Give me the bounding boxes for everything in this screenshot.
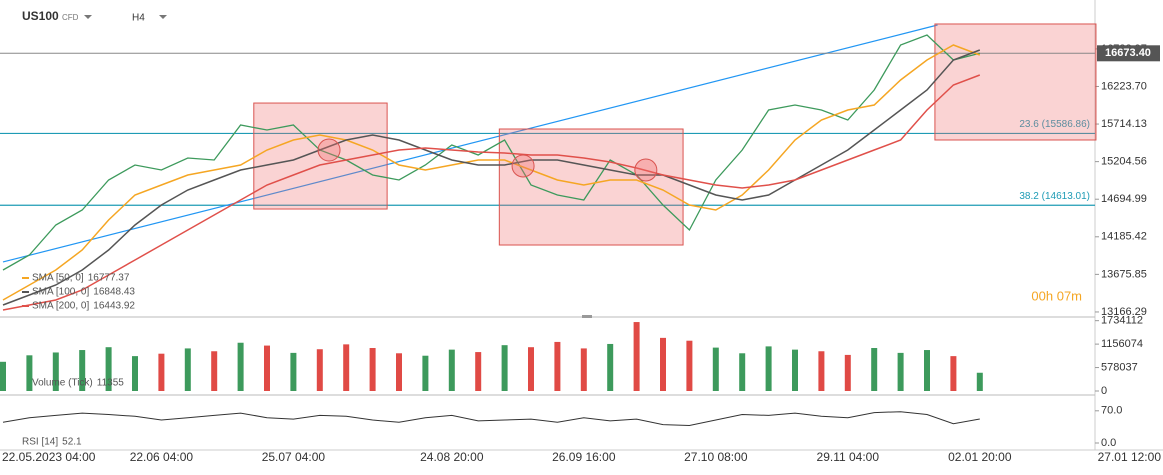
- volume-bar: [580, 348, 587, 391]
- circle-marker: [634, 158, 658, 182]
- y-tick-label: 14185.42: [1101, 231, 1147, 243]
- volume-bar: [633, 322, 640, 391]
- legend-value: 16848.43: [93, 287, 135, 298]
- volume-bar: [132, 356, 138, 391]
- volume-bar: [158, 353, 165, 391]
- y-tick-label: 15204.56: [1101, 156, 1147, 168]
- dropdown-arrow[interactable]: [159, 15, 167, 19]
- volume-bar: [237, 342, 244, 391]
- countdown: 00h 07m: [1031, 288, 1082, 303]
- volume-legend-name: Volume (Tick): [32, 378, 93, 389]
- volume-bar: [0, 361, 6, 391]
- volume-bar: [818, 351, 825, 391]
- current-price-box: [1097, 45, 1160, 62]
- volume-bar: [686, 340, 693, 391]
- volume-bar: [554, 341, 561, 391]
- y-tick-label: 0.0: [1101, 437, 1116, 449]
- volume-bar: [316, 349, 323, 391]
- legend-value: 16443.92: [93, 301, 135, 312]
- trend-line: [2, 24, 938, 263]
- rsi-line: [2, 411, 980, 427]
- legend-name: SMA [50, 0]: [32, 273, 84, 284]
- volume-bar: [897, 352, 904, 391]
- dropdown-arrow[interactable]: [84, 15, 92, 19]
- x-tick-label: 27.10 08:00: [684, 450, 748, 464]
- legend-value: 16777.37: [88, 273, 130, 284]
- volume-bar: [448, 349, 455, 391]
- volume-bar: [52, 352, 59, 391]
- x-tick-label: 02.01 20:00: [948, 450, 1012, 464]
- panel-handle[interactable]: [582, 315, 592, 318]
- volume-bar: [475, 352, 482, 391]
- x-tick-label: 22.06 04:00: [130, 450, 194, 464]
- volume-bar: [528, 347, 534, 391]
- volume-bar: [765, 346, 772, 391]
- volume-bar: [264, 345, 270, 391]
- x-tick-label: 27.01 12:00: [1098, 450, 1162, 464]
- volume-bar: [369, 348, 376, 391]
- rsi-legend-value: 52.1: [62, 437, 82, 448]
- volume-bar: [871, 348, 878, 391]
- volume-bar: [739, 353, 746, 391]
- y-tick-label: 1156074: [1101, 338, 1143, 350]
- x-tick-label: 25.07 04:00: [262, 450, 326, 464]
- fib-label: 38.2 (14613.01): [1019, 191, 1090, 202]
- volume-legend-value: 11355: [97, 378, 125, 389]
- rsi-legend-name: RSI [14]: [22, 437, 58, 448]
- volume-bar: [79, 350, 86, 391]
- legend-name: SMA [200, 0]: [32, 301, 89, 312]
- current-price-label: 16673.40: [1105, 47, 1151, 59]
- circle-marker: [317, 138, 341, 162]
- volume-bar: [396, 353, 402, 391]
- volume-bar: [607, 343, 614, 391]
- volume-bar: [26, 355, 33, 391]
- volume-bar: [184, 348, 191, 391]
- volume-bar: [792, 349, 798, 391]
- zone: [934, 23, 1097, 141]
- volume-bar: [976, 372, 983, 391]
- volume-bar: [290, 352, 297, 391]
- y-tick-label: 13166.29: [1101, 306, 1147, 318]
- y-tick-label: 1734112: [1101, 315, 1143, 327]
- volume-bar: [211, 351, 218, 391]
- fib-label: 23.6 (15586.86): [1019, 119, 1090, 130]
- price-line: [2, 34, 980, 271]
- volume-bar: [712, 347, 719, 391]
- y-tick-label: 70.0: [1101, 405, 1122, 417]
- x-tick-label: 22.05.2023 04:00: [2, 450, 96, 464]
- y-tick-label: 13675.85: [1101, 268, 1147, 280]
- y-tick-label: 578037: [1101, 361, 1138, 373]
- volume-bar: [950, 356, 957, 391]
- volume-bar: [844, 354, 851, 391]
- volume-bar: [501, 345, 508, 391]
- y-tick-label: 15714.13: [1101, 118, 1147, 130]
- volume-bar: [660, 337, 666, 391]
- x-tick-label: 24.08 20:00: [420, 450, 484, 464]
- volume-bar: [105, 347, 112, 391]
- legend-name: SMA [100, 0]: [32, 287, 89, 298]
- timeframe[interactable]: H4: [132, 13, 145, 24]
- y-tick-label: 14694.99: [1101, 193, 1147, 205]
- y-tick-label: 16223.70: [1101, 80, 1147, 92]
- sma-line: [2, 74, 981, 311]
- circle-marker: [511, 154, 535, 178]
- zone: [498, 128, 684, 246]
- volume-bar: [422, 355, 429, 391]
- sma-line: [2, 49, 981, 306]
- sma-line: [2, 44, 981, 301]
- x-tick-label: 29.11 04:00: [817, 450, 880, 464]
- instrument-type: CFD: [62, 13, 79, 22]
- symbol[interactable]: US100: [22, 9, 59, 23]
- x-tick-label: 26.09 16:00: [552, 450, 616, 464]
- volume-bar: [924, 350, 930, 391]
- y-tick-label: 0: [1101, 385, 1107, 397]
- volume-bar: [343, 344, 350, 391]
